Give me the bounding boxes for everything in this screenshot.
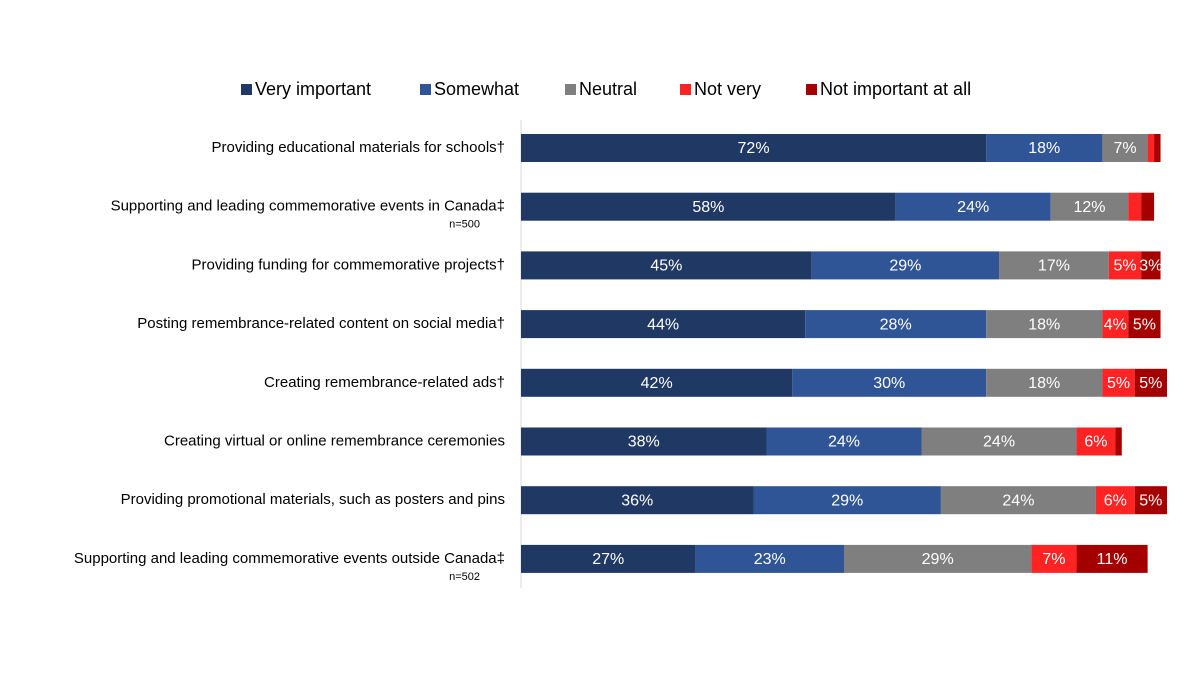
value-label: 5% [1133,316,1156,333]
legend-swatch [565,84,576,95]
category-label: Posting remembrance-related content on s… [137,315,505,332]
value-label: 11% [1097,551,1128,568]
bar-segment [921,427,1077,456]
value-label: 5% [1139,375,1162,392]
bar-segment [1050,192,1129,221]
bar-segment [1108,251,1142,280]
bar-segment [766,427,922,456]
bar-segment [940,486,1096,515]
value-label: 24% [828,434,860,451]
value-label: 58% [692,199,724,216]
value-label: 5% [1107,375,1130,392]
bar-segment [844,544,1032,573]
category-note: n=502 [449,571,480,583]
value-label: 18% [1028,316,1060,333]
bar-segment [521,310,806,339]
legend-label: Neutral [579,79,637,99]
bar-segment [1134,486,1167,515]
value-label: 18% [1028,375,1060,392]
bar-segment [1141,192,1155,221]
value-label: 7% [1042,551,1065,568]
legend-label: Not important at all [820,79,971,99]
bar-segment [1102,310,1129,339]
value-label: 29% [922,551,954,568]
bar-segment [1076,427,1116,456]
value-label: 18% [1028,140,1060,157]
bar-segment [521,192,896,221]
bar-segment [1031,544,1077,573]
bar-segment [521,544,696,573]
value-label: 4% [1104,316,1127,333]
bar-segment [986,368,1103,397]
value-label: 30% [873,375,905,392]
bar-segment [811,251,1000,280]
bar-segment [1102,368,1135,397]
value-label: 5% [1113,258,1136,275]
bar-segment [895,192,1051,221]
bar-segment [1115,427,1122,456]
category-label: Providing promotional materials, such as… [121,491,505,508]
category-label: Creating virtual or online remembrance c… [164,432,505,449]
value-label: 24% [957,199,989,216]
bar-segment [1128,310,1161,339]
category-label: Creating remembrance-related ads† [264,374,505,391]
legend-label: Not very [694,79,761,99]
value-label: 3% [1139,258,1162,275]
value-label: 38% [628,434,660,451]
bar-segment [753,486,941,515]
legend-label: Somewhat [434,79,519,99]
bar-segment [695,544,844,573]
bar-segment [1147,134,1155,162]
value-label: 27% [592,551,624,568]
value-label: 6% [1084,434,1107,451]
bar-segment [1128,192,1142,221]
bar-segment [1102,134,1148,162]
value-label: 6% [1104,492,1127,509]
value-label: 28% [880,316,912,333]
bar-segment [792,368,987,397]
category-label: Providing funding for commemorative proj… [192,256,505,273]
value-label: 7% [1113,140,1136,157]
category-label: Supporting and leading commemorative eve… [74,550,505,567]
value-label: 29% [831,492,863,509]
category-label: Providing educational materials for scho… [212,139,506,156]
value-label: 42% [641,375,673,392]
bar-segment [986,134,1103,162]
legend-swatch [806,84,817,95]
bar-segment [986,310,1103,339]
value-label: 45% [650,258,682,275]
value-label: 72% [738,140,770,157]
bar-segment [521,368,793,397]
bar-segment [999,251,1109,280]
value-label: 17% [1038,258,1070,275]
category-note: n=500 [449,219,480,231]
value-label: 29% [889,258,921,275]
legend-swatch [680,84,691,95]
legend-label: Very important [255,79,371,99]
bar-segment [521,427,767,456]
value-label: 5% [1139,492,1162,509]
bar-segment [1095,486,1135,515]
value-label: 23% [754,551,786,568]
bar-segment [1141,251,1161,280]
bar-segment [521,486,754,515]
value-label: 24% [1002,492,1034,509]
bar-segment [1076,544,1148,573]
bar-segment [521,251,812,280]
legend-swatch [241,84,252,95]
value-label: 12% [1073,199,1105,216]
bar-segment [1154,134,1161,162]
category-label: Supporting and leading commemorative eve… [111,198,505,215]
bar-segment [521,134,987,162]
legend-swatch [420,84,431,95]
value-label: 36% [621,492,653,509]
value-label: 44% [647,316,679,333]
value-label: 24% [983,434,1015,451]
bar-segment [1134,368,1167,397]
bar-segment [805,310,987,339]
